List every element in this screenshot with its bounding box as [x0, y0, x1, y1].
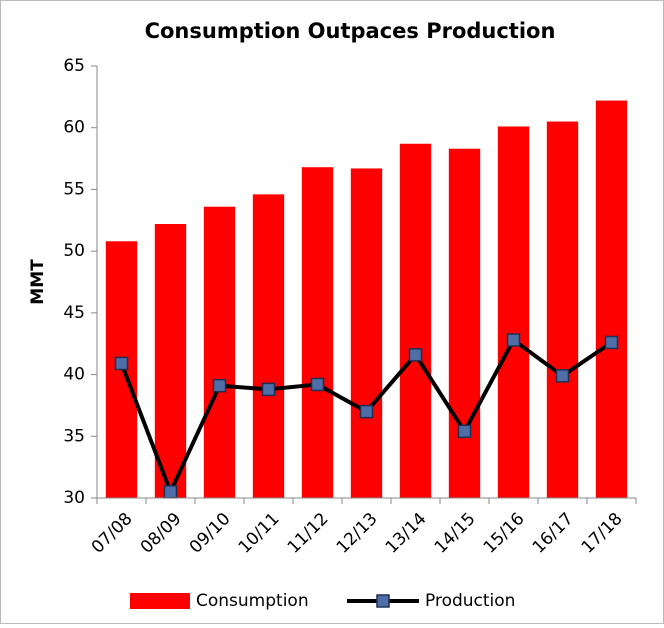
y-tick-label: 45: [63, 303, 85, 323]
bar: [350, 168, 383, 498]
bar: [301, 167, 334, 498]
marker: [555, 369, 570, 383]
y-tick-label: 40: [63, 365, 85, 385]
marker: [604, 335, 619, 350]
y-tick-label: 65: [63, 56, 85, 76]
bar: [546, 121, 579, 499]
chart-title: Consumption Outpaces Production: [145, 19, 556, 43]
legend-swatch: [130, 593, 190, 609]
bar: [203, 206, 236, 499]
marker: [261, 382, 276, 397]
marker: [114, 356, 129, 371]
legend-label: Consumption: [196, 591, 309, 611]
marker: [310, 377, 325, 392]
y-axis-label: MMT: [28, 259, 48, 305]
marker: [457, 424, 472, 439]
bar: [448, 148, 481, 498]
legend-marker: [376, 594, 390, 608]
marker: [163, 485, 178, 499]
y-tick-label: 60: [63, 118, 85, 138]
marker: [359, 404, 374, 419]
bar: [252, 194, 285, 498]
bar: [154, 223, 187, 498]
y-tick-label: 50: [63, 241, 85, 261]
bar: [399, 143, 432, 498]
marker: [408, 348, 423, 362]
y-tick-label: 55: [63, 179, 85, 199]
y-tick-label: 30: [63, 488, 85, 508]
y-tick-label: 35: [63, 426, 85, 446]
marker: [506, 333, 521, 347]
marker: [212, 378, 227, 393]
bar: [595, 100, 628, 498]
bar: [497, 126, 530, 498]
legend-label: Production: [425, 591, 515, 611]
